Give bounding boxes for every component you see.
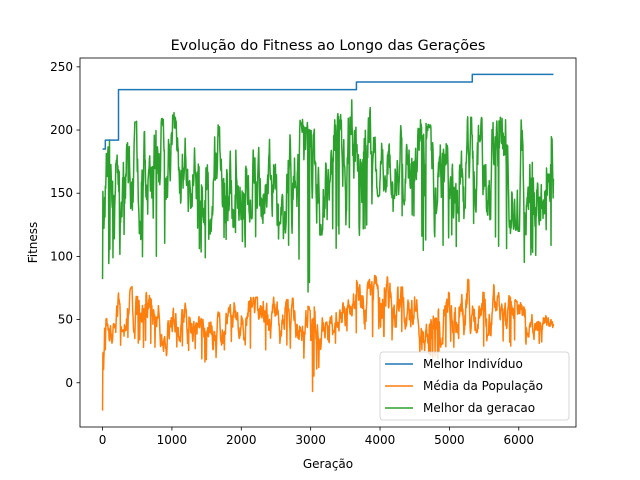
y-axis-title: Fitness: [26, 222, 40, 264]
y-tick-label: 100: [50, 249, 73, 263]
series-line-0: [102, 73, 554, 150]
x-tick-label: 0: [99, 433, 107, 447]
legend-label-melhor-individuo: Melhor Indivíduo: [423, 357, 523, 371]
legend: Melhor Indivíduo Média da População Melh…: [379, 351, 570, 421]
y-axis: 0 50 100 150 200 250: [50, 60, 80, 390]
x-tick-label: 1000: [157, 433, 188, 447]
y-tick-label: 250: [50, 60, 73, 74]
series-layer: [101, 73, 555, 411]
x-tick-label: 6000: [503, 433, 534, 447]
series-line-2: [101, 99, 555, 293]
y-tick-label: 200: [50, 123, 73, 137]
legend-box: [379, 351, 570, 421]
legend-label-media-populacao: Média da População: [423, 379, 543, 393]
x-tick-label: 5000: [434, 433, 465, 447]
x-axis: 0 1000 2000 3000 4000 5000 6000: [99, 427, 534, 447]
x-axis-title: Geração: [303, 457, 353, 471]
chart-title: Evolução do Fitness ao Longo das Geraçõe…: [171, 38, 486, 54]
x-tick-label: 2000: [226, 433, 257, 447]
plot-frame: [79, 57, 577, 428]
x-tick-label: 4000: [365, 433, 396, 447]
y-tick-label: 50: [58, 313, 73, 327]
legend-label-melhor-geracao: Melhor da geracao: [423, 401, 535, 415]
series-line-1: [101, 274, 555, 411]
x-tick-label: 3000: [295, 433, 326, 447]
y-tick-label: 0: [65, 376, 73, 390]
y-tick-label: 150: [50, 186, 73, 200]
